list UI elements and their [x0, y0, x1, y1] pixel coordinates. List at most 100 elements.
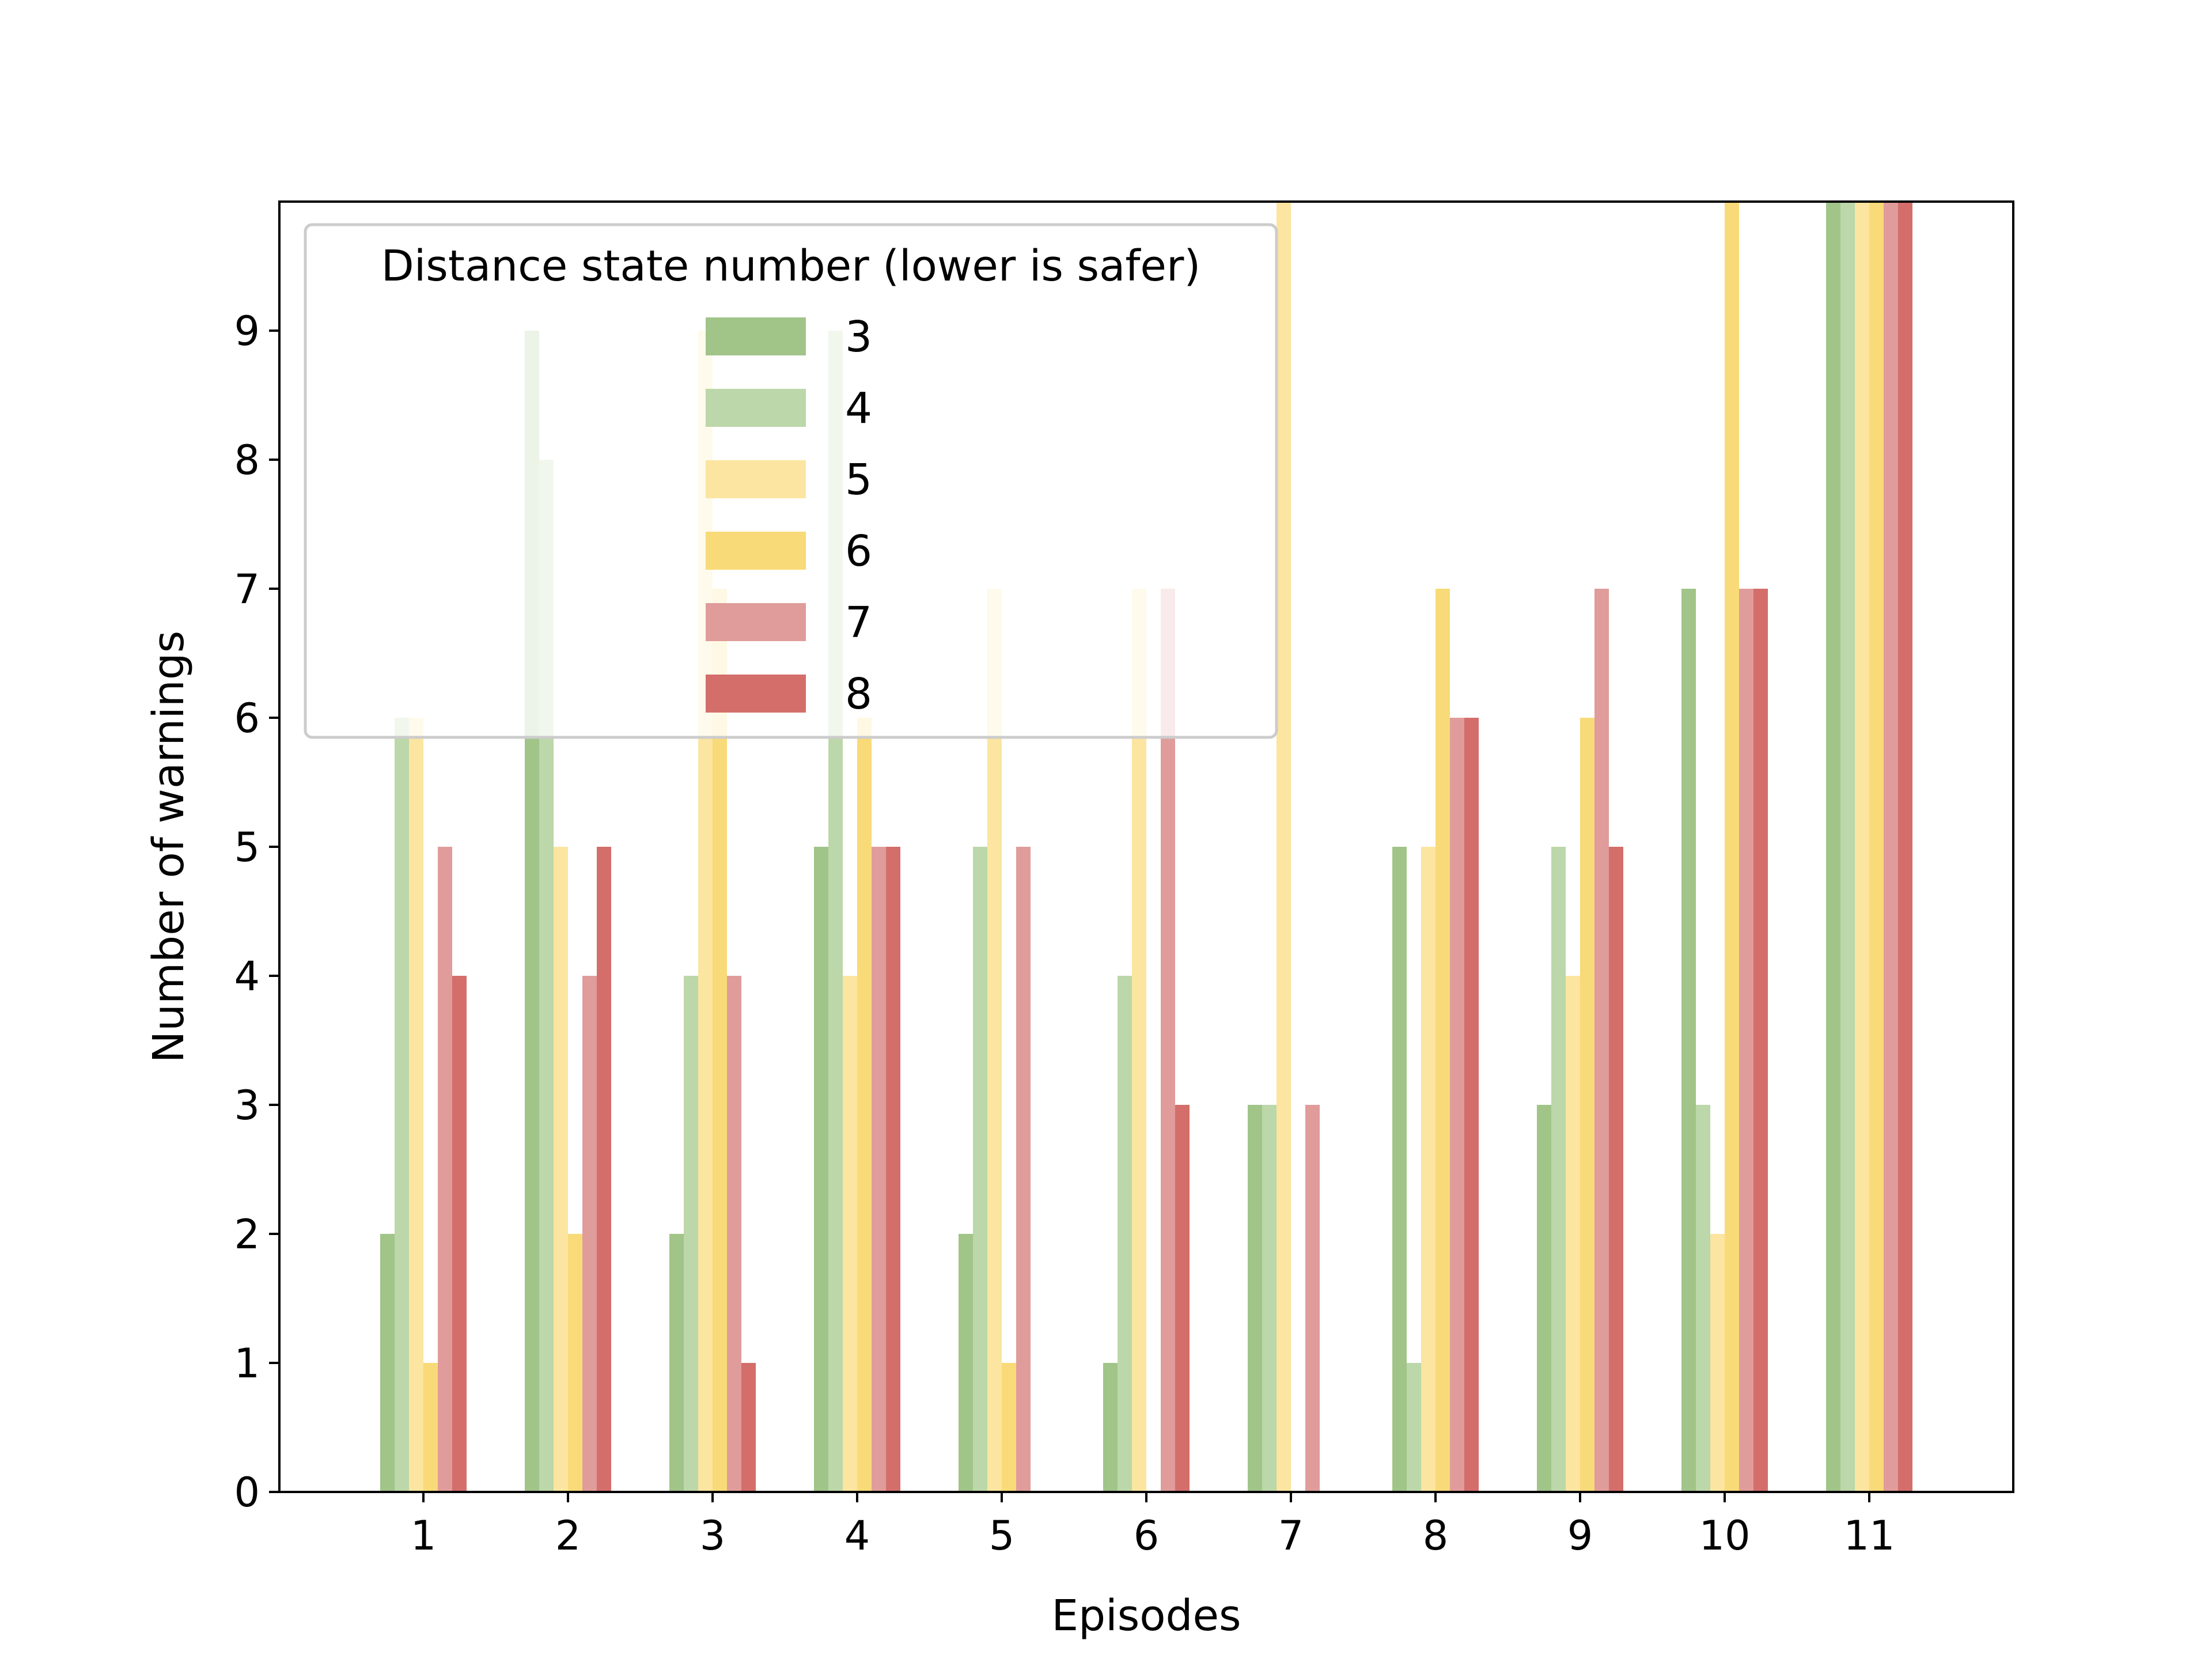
bar-series-6-episode-11 — [1869, 202, 1884, 1492]
x-tick-label: 5 — [989, 1512, 1015, 1559]
x-tick-label: 3 — [700, 1512, 726, 1559]
bar-series-5-episode-1 — [409, 718, 423, 1492]
bar-series-3-episode-11 — [1826, 202, 1840, 1492]
bar-series-4-episode-10 — [1696, 1105, 1710, 1492]
bar-series-5-episode-7 — [1277, 202, 1291, 1492]
bar-series-3-episode-3 — [669, 1234, 684, 1492]
y-axis-label: Number of warnings — [144, 631, 194, 1063]
bar-series-6-episode-3 — [713, 589, 727, 1492]
bar-series-3-episode-4 — [814, 847, 828, 1492]
y-axis: 0 1 2 3 4 5 6 7 8 9 — [234, 308, 279, 1516]
bar-series-4-episode-7 — [1262, 1105, 1277, 1492]
x-axis-label: Episodes — [1051, 1591, 1241, 1641]
bar-series-4-episode-5 — [973, 847, 987, 1492]
bar-series-7-episode-1 — [438, 847, 452, 1492]
bar-series-3-episode-7 — [1248, 1105, 1262, 1492]
bar-series-8-episode-3 — [741, 1363, 756, 1492]
x-axis: 1 2 3 4 5 6 7 8 9 10 11 — [411, 1492, 1895, 1559]
bar-series-8-episode-9 — [1609, 847, 1623, 1492]
bar-series-7-episode-2 — [582, 976, 597, 1492]
bar-series-7-episode-11 — [1884, 202, 1898, 1492]
bar-series-8-episode-2 — [597, 847, 611, 1492]
bar-series-7-episode-5 — [1016, 847, 1031, 1492]
bar-series-6-episode-9 — [1580, 718, 1594, 1492]
legend: Distance state number (lower is safer) 3… — [304, 223, 1278, 739]
bar-series-3-episode-6 — [1103, 1363, 1118, 1492]
bar-series-6-episode-4 — [857, 718, 872, 1492]
bar-series-3-episode-1 — [380, 1234, 395, 1492]
legend-label-6: 6 — [845, 527, 872, 576]
bar-series-7-episode-3 — [727, 976, 741, 1492]
legend-label-3: 3 — [845, 312, 872, 362]
x-tick-label: 10 — [1699, 1512, 1750, 1559]
bar-series-7-episode-8 — [1450, 718, 1464, 1492]
bar-series-4-episode-3 — [684, 976, 698, 1492]
bar-series-5-episode-11 — [1855, 202, 1869, 1492]
bar-series-3-episode-9 — [1537, 1105, 1551, 1492]
y-tick-label: 5 — [234, 824, 260, 871]
bar-series-8-episode-4 — [886, 847, 900, 1492]
bar-series-5-episode-4 — [843, 976, 857, 1492]
x-tick-label: 1 — [411, 1512, 437, 1559]
bar-series-4-episode-9 — [1551, 847, 1566, 1492]
bar-series-8-episode-6 — [1175, 1105, 1190, 1492]
bar-series-7-episode-6 — [1161, 589, 1175, 1492]
y-tick-label: 8 — [234, 437, 260, 484]
bar-series-4-episode-11 — [1840, 202, 1855, 1492]
x-tick-label: 6 — [1134, 1512, 1160, 1559]
y-tick-label: 2 — [234, 1211, 260, 1258]
x-tick-label: 7 — [1278, 1512, 1304, 1559]
bar-series-5-episode-9 — [1566, 976, 1580, 1492]
bar-series-4-episode-1 — [395, 718, 409, 1492]
bar-series-7-episode-9 — [1594, 589, 1609, 1492]
bar-series-3-episode-8 — [1392, 847, 1407, 1492]
bar-series-8-episode-10 — [1753, 589, 1768, 1492]
y-tick-label: 0 — [234, 1469, 260, 1516]
legend-swatch-4 — [706, 389, 806, 427]
bar-series-3-episode-5 — [959, 1234, 973, 1492]
y-tick-label: 3 — [234, 1082, 260, 1129]
legend-title: Distance state number (lower is safer) — [381, 241, 1201, 291]
bar-series-4-episode-8 — [1407, 1363, 1421, 1492]
bar-series-7-episode-4 — [872, 847, 886, 1492]
bar-series-5-episode-2 — [554, 847, 568, 1492]
legend-label-7: 7 — [845, 598, 872, 647]
legend-swatch-8 — [706, 675, 806, 713]
bar-series-7-episode-10 — [1739, 589, 1753, 1492]
bar-series-8-episode-11 — [1898, 202, 1912, 1492]
bar-series-5-episode-6 — [1132, 589, 1146, 1492]
y-tick-label: 7 — [234, 566, 260, 613]
bar-series-6-episode-1 — [423, 1363, 438, 1492]
x-tick-label: 2 — [555, 1512, 581, 1559]
legend-label-4: 4 — [845, 384, 872, 433]
legend-swatch-7 — [706, 603, 806, 641]
y-tick-label: 1 — [234, 1340, 260, 1387]
bar-series-3-episode-10 — [1681, 589, 1696, 1492]
bar-series-8-episode-1 — [452, 976, 467, 1492]
bar-series-5-episode-5 — [987, 589, 1002, 1492]
bar-series-7-episode-7 — [1305, 1105, 1320, 1492]
bar-series-8-episode-8 — [1464, 718, 1479, 1492]
legend-label-5: 5 — [845, 455, 872, 505]
legend-label-8: 8 — [845, 669, 872, 719]
legend-items: 3 4 5 6 7 8 — [706, 312, 872, 719]
bar-series-5-episode-8 — [1421, 847, 1435, 1492]
y-tick-label: 4 — [234, 953, 260, 1000]
bar-series-4-episode-6 — [1118, 976, 1132, 1492]
y-tick-label: 9 — [234, 308, 260, 355]
bar-series-6-episode-10 — [1725, 202, 1739, 1492]
x-tick-label: 9 — [1567, 1512, 1593, 1559]
bar-series-6-episode-8 — [1435, 589, 1450, 1492]
y-tick-label: 6 — [234, 695, 260, 742]
x-tick-label: 4 — [844, 1512, 870, 1559]
legend-swatch-3 — [706, 317, 806, 355]
bars-group — [380, 202, 1912, 1492]
legend-swatch-5 — [706, 460, 806, 498]
bar-series-5-episode-10 — [1710, 1234, 1725, 1492]
bar-series-6-episode-2 — [568, 1234, 582, 1492]
bar-series-6-episode-5 — [1002, 1363, 1016, 1492]
x-tick-label: 11 — [1843, 1512, 1895, 1559]
legend-swatch-6 — [706, 532, 806, 570]
x-tick-label: 8 — [1423, 1512, 1449, 1559]
